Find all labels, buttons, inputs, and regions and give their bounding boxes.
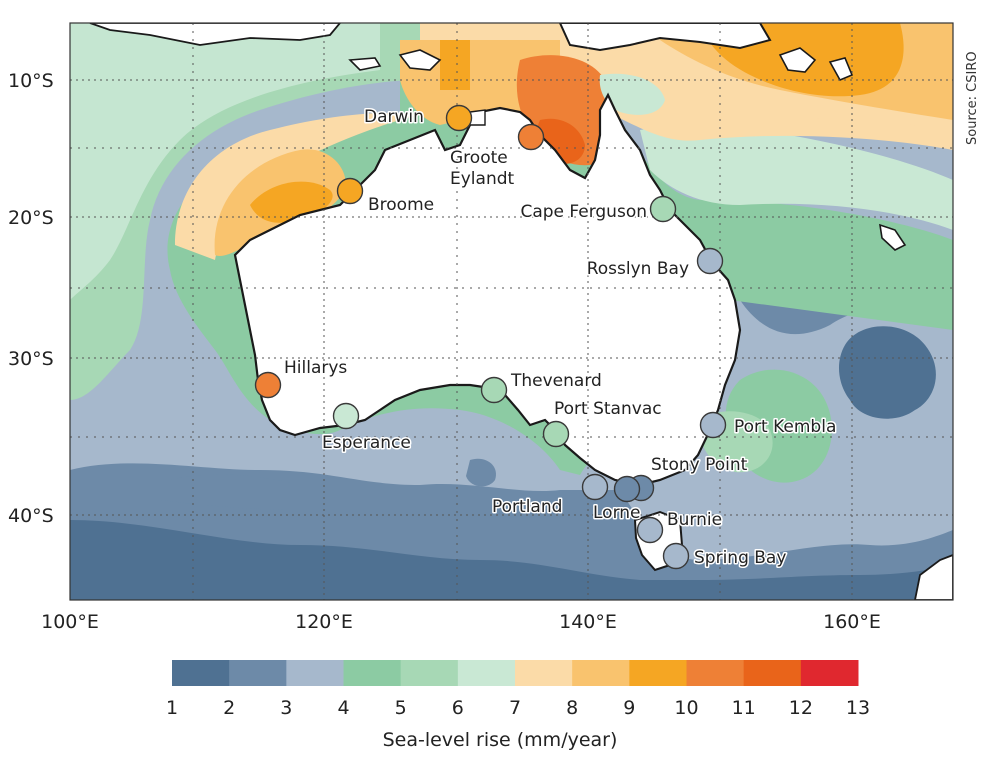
colorbar-tick-label: 7: [509, 697, 521, 719]
station-burnie: Burnie: [636, 509, 724, 544]
station-marker: [581, 473, 609, 501]
station-marker: [636, 516, 664, 544]
station-darwin: Darwin: [363, 104, 473, 132]
station-label: Eylandt: [450, 169, 515, 189]
colorbar-tick-label: 5: [395, 697, 407, 719]
new-zealand: [914, 554, 953, 600]
lat-tick: 10°S: [8, 70, 54, 92]
station-marker: [480, 376, 508, 404]
colorbar-tick-label: 8: [566, 697, 578, 719]
colorbar-segment: [629, 660, 687, 686]
colorbar-tick-label: 2: [223, 697, 235, 719]
new-guinea: [558, 23, 772, 52]
colorbar-tick-label: 3: [280, 697, 292, 719]
station-rosslyn-bay: Rosslyn Bay: [585, 247, 724, 281]
station-label: Spring Bay: [694, 548, 786, 568]
colorbar-segment: [457, 660, 516, 686]
station-hillarys: Hillarys: [254, 357, 349, 399]
colorbar-segment: [343, 660, 402, 686]
station-marker: [613, 475, 641, 503]
station-label: Rosslyn Bay: [587, 259, 689, 279]
colorbar-tick-label: 11: [732, 697, 756, 719]
station-cape-ferguson: Cape Ferguson: [519, 195, 677, 224]
colorbar-tick-label: 4: [337, 697, 349, 719]
station-label: Cape Ferguson: [520, 202, 647, 222]
station-marker: [254, 371, 282, 399]
station-label: Darwin: [364, 107, 424, 127]
lon-tick: 140°E: [559, 611, 617, 633]
station-label: Broome: [368, 195, 434, 215]
station-label: Portland: [492, 497, 562, 517]
station-marker: [336, 177, 364, 205]
colorbar-tick-label: 13: [846, 697, 870, 719]
source-credit: Source: CSIRO: [965, 51, 980, 145]
station-portland: Portland: [491, 473, 609, 519]
station-spring-bay: Spring Bay: [662, 542, 788, 570]
colorbar-segment: [172, 660, 230, 686]
colorbar-segment: [743, 660, 802, 686]
station-label: Stony Point: [651, 455, 748, 475]
station-marker: [662, 542, 690, 570]
station-label: Burnie: [667, 510, 722, 530]
station-marker: [517, 123, 545, 151]
colorbar-segment: [686, 660, 745, 686]
station-stony-point: Stony Point: [627, 454, 749, 502]
colorbar-segment: [515, 660, 573, 686]
legend-title: Sea-level rise (mm/year): [383, 729, 618, 751]
colorbar-segment: [572, 660, 630, 686]
colorbar-tick-label: 9: [623, 697, 635, 719]
station-label: Port Kembla: [734, 417, 836, 437]
colorbar-segment: [229, 660, 287, 686]
station-broome: Broome: [336, 177, 436, 217]
colorbar-segment: [800, 660, 859, 686]
gridlines: [70, 23, 953, 600]
colorbar-tick-label: 1: [166, 697, 178, 719]
station-marker: [445, 104, 473, 132]
station-marker: [649, 195, 677, 223]
lat-tick: 30°S: [8, 348, 54, 370]
colorbar-tick-label: 6: [452, 697, 464, 719]
indonesian-islands: [89, 23, 342, 46]
station-label: Thevenard: [510, 371, 602, 391]
colorbar-segment: [286, 660, 344, 686]
plot-frame: [69, 22, 954, 601]
station-label: Port Stanvac: [554, 399, 662, 419]
station-marker: [699, 411, 727, 439]
lon-tick: 120°E: [295, 611, 353, 633]
lon-tick: 160°E: [823, 611, 881, 633]
latitude-axis: 10°S 20°S 30°S 40°S: [8, 70, 54, 527]
station-marker: [332, 402, 360, 430]
longitude-axis: 100°E 120°E 140°E 160°E: [41, 611, 881, 633]
station-label: Esperance: [322, 433, 411, 453]
station-esperance: Esperance: [321, 402, 412, 455]
colorbar-legend: 1 2 3 4 5 6 7 8 9 10 11 12 13: [166, 660, 870, 719]
station-port-kembla: Port Kembla: [699, 411, 838, 439]
lat-tick: 40°S: [8, 505, 54, 527]
station-thevenard: Thevenard: [480, 370, 603, 404]
station-port-stanvac: Port Stanvac: [542, 398, 663, 448]
station-label: Lorne: [593, 503, 641, 523]
lat-tick: 20°S: [8, 207, 54, 229]
station-label: Groote: [450, 148, 508, 168]
lon-tick: 100°E: [41, 611, 99, 633]
colorbar-segment: [400, 660, 459, 686]
station-lorne: Lorne: [592, 475, 642, 525]
colorbar-tick-label: 10: [674, 697, 698, 719]
map-plot-area: [70, 23, 953, 600]
station-marker: [542, 420, 570, 448]
station-label: Hillarys: [284, 358, 347, 378]
colorbar-tick-label: 12: [789, 697, 813, 719]
station-marker: [696, 247, 724, 275]
